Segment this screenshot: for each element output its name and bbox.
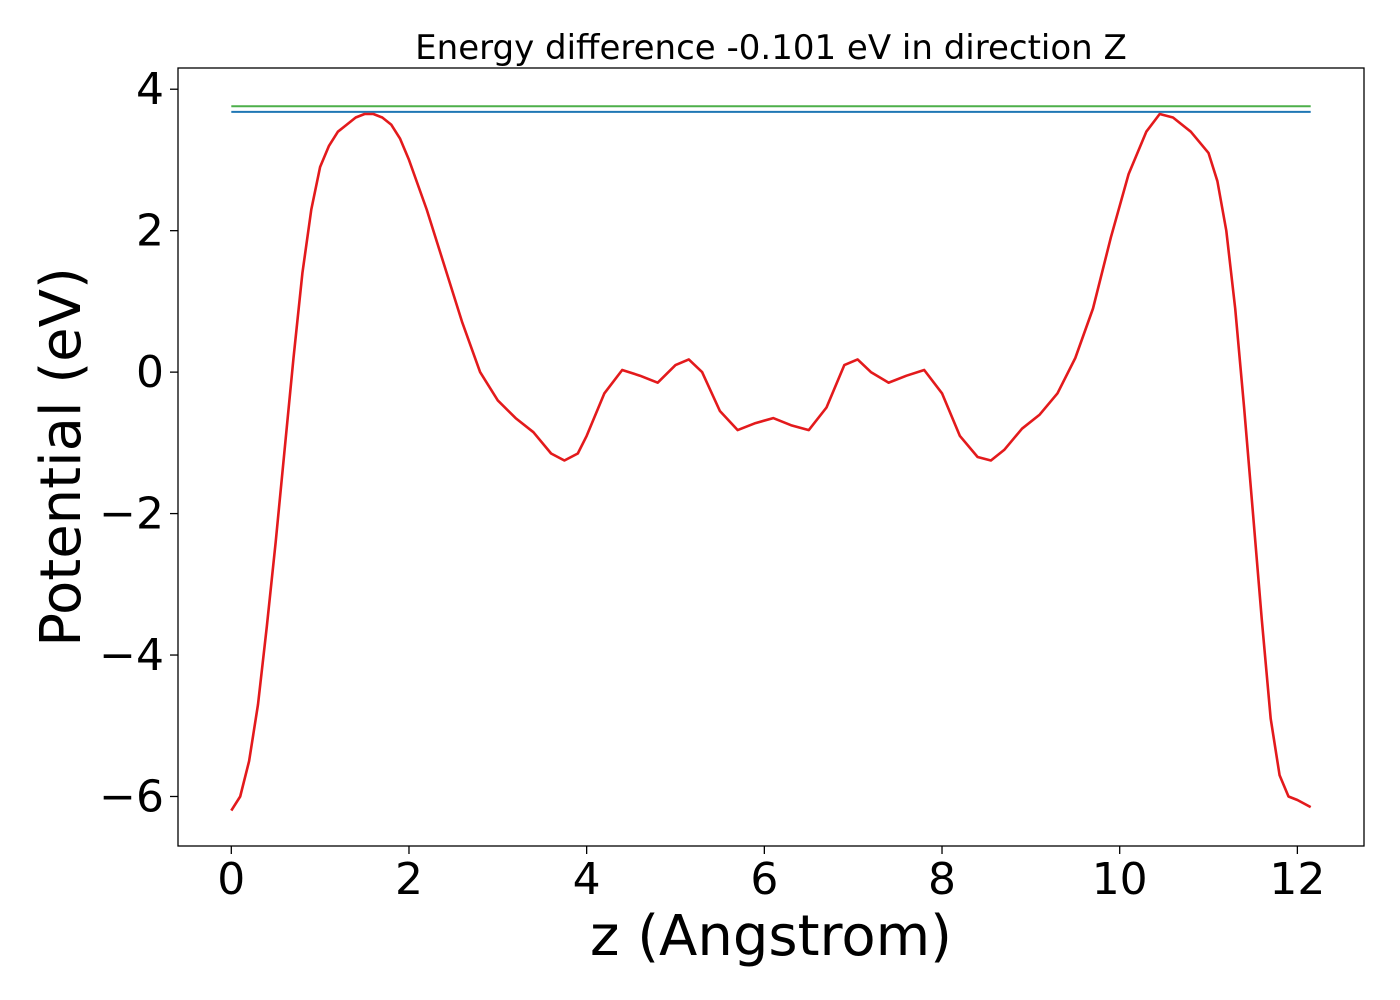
x-tick-label: 2 <box>395 854 423 905</box>
series-line-0 <box>230 112 1312 812</box>
x-axis: 0 2 4 6 8 10 12 <box>217 846 1325 905</box>
y-axis: −6 −4 −2 0 2 4 <box>99 64 178 822</box>
x-tick-label: 10 <box>1092 854 1148 905</box>
chart-title: Energy difference -0.101 eV in direction… <box>415 28 1127 68</box>
y-tick-label: −2 <box>99 489 164 540</box>
y-axis-label: Potential (eV) <box>29 267 94 647</box>
x-tick-label: 8 <box>928 854 956 905</box>
y-tick-label: −6 <box>99 771 164 822</box>
x-tick-label: 0 <box>217 854 245 905</box>
y-tick-label: 2 <box>136 206 164 257</box>
x-tick-label: 4 <box>573 854 601 905</box>
y-tick-label: −4 <box>99 630 164 681</box>
y-tick-label: 4 <box>136 64 164 115</box>
x-tick-label: 12 <box>1269 854 1325 905</box>
plot-frame <box>177 67 1365 847</box>
y-tick-label: 0 <box>136 347 164 398</box>
x-tick-label: 6 <box>750 854 778 905</box>
x-axis-label: z (Angstrom) <box>590 904 952 969</box>
plot-area <box>230 105 1312 812</box>
